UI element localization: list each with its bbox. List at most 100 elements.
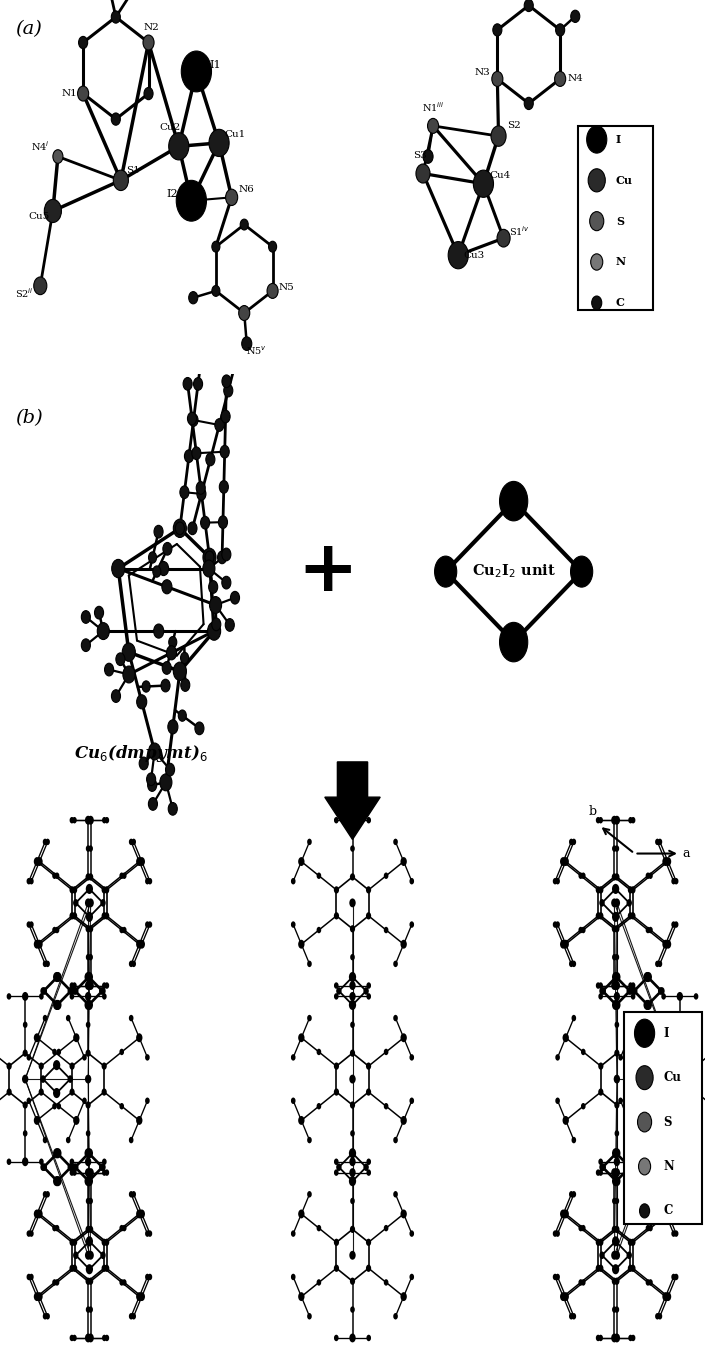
Circle shape [39,1063,44,1070]
Circle shape [630,1239,635,1245]
Circle shape [563,1210,569,1218]
Circle shape [168,637,177,648]
Text: S1: S1 [127,166,140,174]
Text: I: I [663,1026,669,1040]
Text: N6: N6 [239,185,255,193]
Circle shape [298,939,305,949]
FancyBboxPatch shape [577,127,653,310]
Circle shape [212,286,220,297]
Circle shape [614,1226,620,1233]
Circle shape [693,1063,699,1070]
Circle shape [102,1158,106,1165]
Circle shape [596,983,601,989]
Circle shape [596,1264,601,1273]
Circle shape [42,987,47,995]
Circle shape [599,1335,603,1341]
Text: Cu$_2$I$_2$ unit: Cu$_2$I$_2$ unit [472,562,556,581]
Circle shape [145,1055,149,1060]
Circle shape [42,1164,47,1170]
Circle shape [591,297,602,310]
Circle shape [655,1313,660,1320]
Circle shape [73,900,78,906]
Circle shape [86,972,93,983]
Circle shape [631,994,635,999]
Circle shape [114,170,128,191]
Circle shape [599,1169,603,1176]
Circle shape [100,900,106,906]
Circle shape [639,1158,651,1175]
Circle shape [54,1000,61,1010]
Circle shape [291,1097,295,1104]
Text: N2: N2 [143,23,159,33]
Circle shape [671,878,676,885]
Circle shape [6,1063,12,1070]
Circle shape [612,845,617,852]
Circle shape [393,1191,398,1198]
Circle shape [349,992,356,1000]
Circle shape [69,1164,74,1170]
Circle shape [599,1089,603,1096]
Circle shape [658,838,662,845]
Circle shape [102,1239,106,1245]
Circle shape [70,1264,75,1273]
Circle shape [611,1334,618,1342]
Circle shape [291,878,295,885]
Circle shape [350,1307,355,1313]
Circle shape [448,242,468,269]
Circle shape [614,925,620,932]
Circle shape [203,561,215,577]
Circle shape [88,925,93,932]
Circle shape [563,857,569,866]
Circle shape [601,987,606,995]
Circle shape [317,1049,321,1055]
Circle shape [119,1279,124,1286]
Circle shape [500,482,528,521]
Circle shape [85,898,92,908]
Circle shape [644,1087,652,1098]
Circle shape [34,1116,40,1126]
Circle shape [578,1225,583,1232]
Circle shape [36,1292,43,1301]
Circle shape [618,1055,623,1060]
Circle shape [349,1075,356,1083]
Circle shape [599,1239,603,1245]
Circle shape [99,1164,104,1170]
Circle shape [104,886,109,894]
Circle shape [23,1101,27,1109]
Circle shape [317,1279,321,1286]
Circle shape [572,1191,576,1198]
Circle shape [614,1101,620,1109]
Circle shape [350,845,355,852]
Circle shape [560,1292,566,1301]
Circle shape [661,1063,666,1070]
Circle shape [366,1089,371,1096]
Circle shape [291,921,295,928]
Circle shape [349,1176,356,1187]
Circle shape [269,241,276,252]
Circle shape [209,129,229,157]
Circle shape [82,1055,87,1060]
Circle shape [625,1033,632,1043]
Circle shape [218,551,226,563]
Text: S1$^{iv}$: S1$^{iv}$ [509,225,530,238]
Circle shape [176,181,207,220]
Circle shape [222,548,231,561]
Circle shape [104,1169,109,1176]
Circle shape [56,1049,61,1055]
Circle shape [334,1063,339,1070]
Circle shape [644,1102,649,1109]
Circle shape [298,1033,305,1043]
Circle shape [72,1169,77,1176]
Circle shape [423,150,433,163]
Circle shape [613,972,620,983]
Circle shape [410,1055,414,1060]
Circle shape [349,1157,356,1166]
Circle shape [366,1264,371,1273]
Circle shape [219,480,228,493]
Circle shape [85,925,91,932]
Text: I: I [616,133,621,146]
Circle shape [70,1063,75,1070]
Circle shape [86,1236,93,1247]
Circle shape [136,1033,142,1043]
Circle shape [209,596,221,614]
